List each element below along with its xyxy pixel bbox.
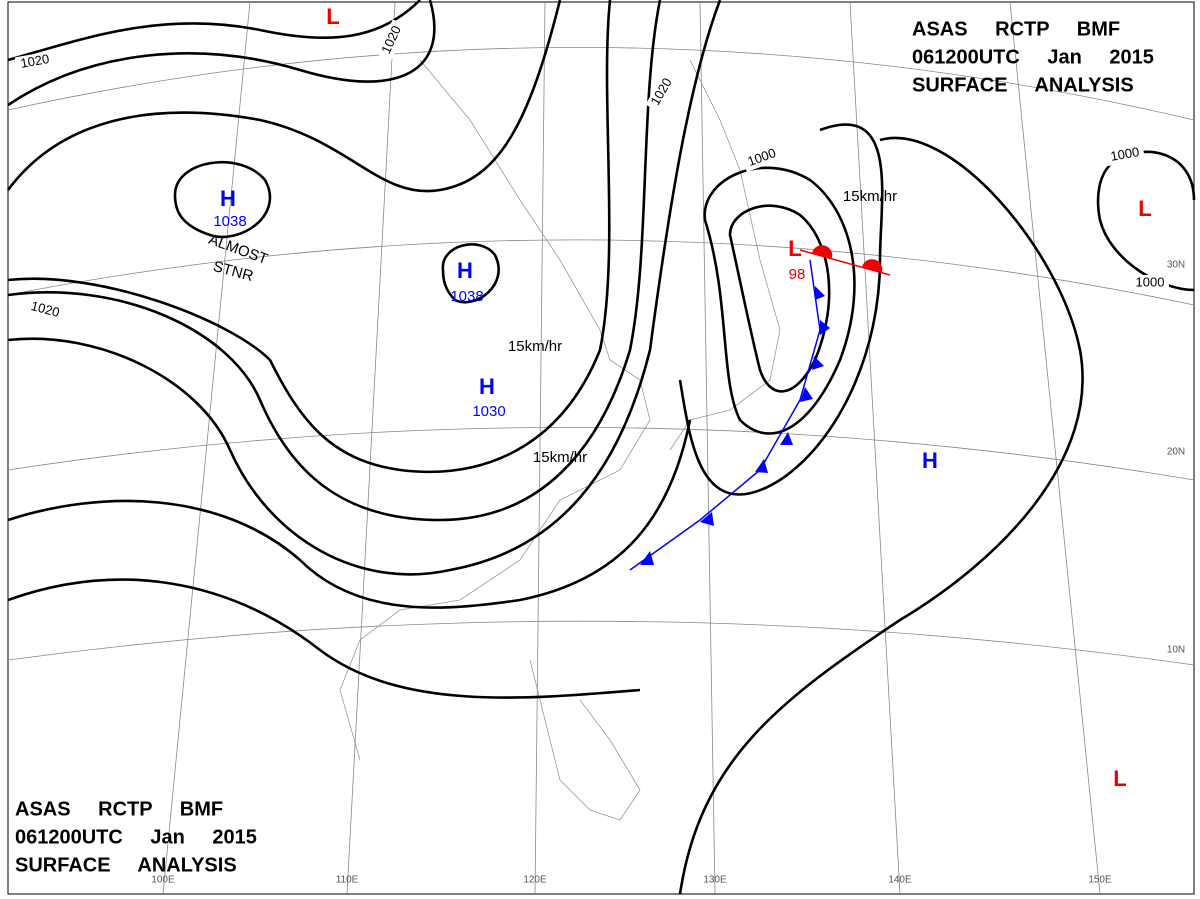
system-symbol: H — [457, 258, 473, 283]
system-symbol: H — [479, 374, 495, 399]
isobar-label-bg — [376, 19, 408, 61]
longitude-label: 150E — [1088, 875, 1112, 886]
longitude-label: 120E — [523, 875, 547, 886]
isobar-label: 1000 — [1109, 144, 1140, 164]
coastlines — [339, 59, 781, 821]
latitude-label: 10N — [1167, 645, 1185, 656]
analysis-label: SURFACE ANALYSIS — [912, 74, 1134, 96]
central-pressure: 1038 — [213, 213, 246, 230]
fronts — [629, 245, 891, 571]
central-pressure: 1038 — [450, 288, 483, 305]
isobar-label-bg — [24, 297, 66, 323]
system-symbol: L — [1138, 196, 1151, 221]
analysis-label: ASAS RCTP BMF — [912, 18, 1120, 40]
longitude-label: 100E — [151, 875, 175, 886]
motion-label: 15km/hr — [533, 449, 587, 466]
isobar-label-bg — [1131, 275, 1169, 291]
system-symbol: L — [326, 4, 339, 29]
system-symbol: H — [922, 448, 938, 473]
analysis-label: ASAS RCTP BMF — [15, 798, 223, 820]
central-pressure: 98 — [789, 266, 806, 283]
isobars — [6, 0, 1196, 895]
isobar-label-bg — [14, 50, 56, 74]
motion-label: 15km/hr — [843, 188, 897, 205]
latitude-label: 20N — [1167, 447, 1185, 458]
longitude-label: 140E — [888, 875, 912, 886]
isobar-label-bg — [741, 143, 783, 173]
isobar-label: 1000 — [1136, 274, 1165, 289]
longitude-label: 110E — [336, 875, 359, 886]
system-symbol: L — [788, 236, 801, 261]
frame — [7, 1, 1195, 895]
analysis-label: 061200UTC Jan 2015 — [15, 826, 257, 848]
analysis-label: SURFACE ANALYSIS — [15, 854, 237, 876]
analysis-label: 061200UTC Jan 2015 — [912, 46, 1154, 68]
longitude-label: 130E — [703, 875, 727, 886]
system-symbol: L — [1113, 766, 1126, 791]
motion-label: 15km/hr — [508, 338, 562, 355]
isobar-label-bg — [645, 71, 679, 113]
latitude-label: 30N — [1167, 260, 1185, 271]
isobar-label: 1020 — [19, 51, 50, 71]
graticule — [7, 1, 1195, 895]
system-symbol: H — [220, 186, 236, 211]
isobar-label: 1020 — [29, 298, 61, 320]
isobar-label-bg — [1104, 143, 1146, 167]
central-pressure: 1030 — [472, 403, 505, 420]
